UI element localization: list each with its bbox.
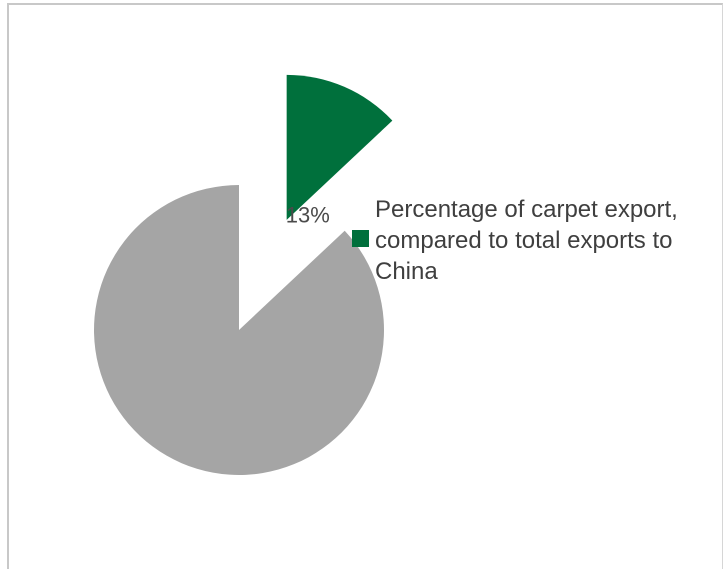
data-label-highlight: 13% xyxy=(286,202,330,227)
legend-entry-label: Percentage of carpet export, compared to… xyxy=(375,196,678,285)
pie-slice-highlight xyxy=(286,74,393,220)
pie-slices xyxy=(93,74,393,476)
pie-slice-rest xyxy=(93,185,385,476)
legend-swatch xyxy=(352,230,369,247)
